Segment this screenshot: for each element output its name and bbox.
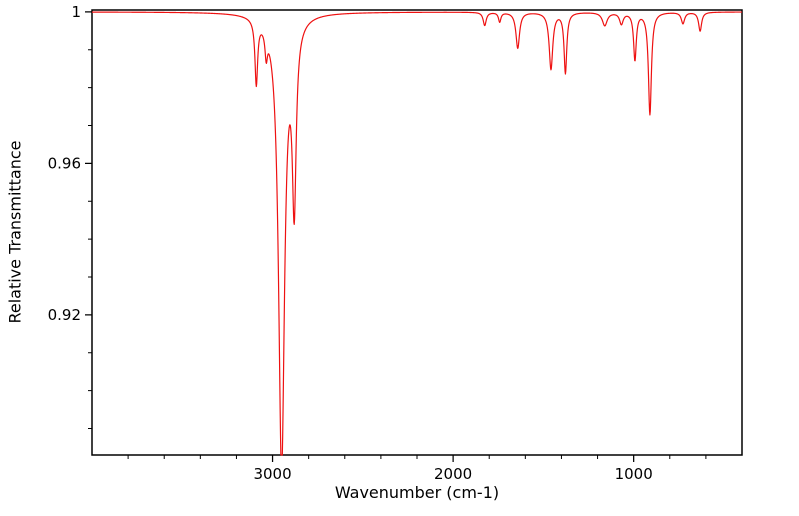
x-tick-label: 3000 xyxy=(253,465,291,483)
y-axis-label: Relative Transmittance xyxy=(5,140,25,324)
spectrum-line xyxy=(91,11,743,456)
plot-border xyxy=(91,9,743,456)
x-tick-label: 1000 xyxy=(615,465,653,483)
x-tick-label: 2000 xyxy=(434,465,472,483)
x-axis-label: Wavenumber (cm-1) xyxy=(334,483,500,502)
y-tick-label: 0.96 xyxy=(48,154,81,172)
y-tick-label: 1 xyxy=(71,3,81,21)
y-tick-label: 0.92 xyxy=(48,306,81,324)
